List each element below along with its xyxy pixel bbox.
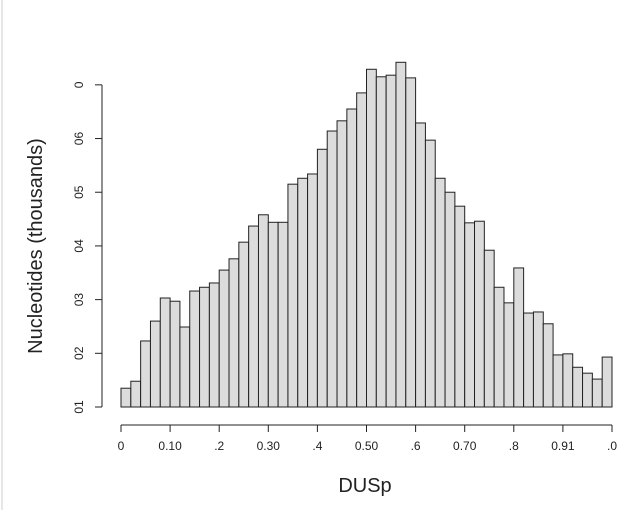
bar	[257, 214, 269, 408]
bar	[346, 108, 358, 408]
x-tick-label: 0.70	[453, 439, 477, 453]
bar	[444, 191, 456, 408]
y-axis-label: Nucleotides (thousands)	[25, 138, 47, 354]
x-axis-label: DUSp	[338, 475, 391, 497]
bar	[199, 286, 210, 408]
bar	[307, 173, 318, 408]
bar	[513, 267, 525, 408]
bar	[277, 221, 289, 408]
bar	[140, 340, 151, 408]
bar	[208, 282, 220, 408]
bar	[366, 68, 377, 408]
x-tick-label: 0.50	[355, 439, 379, 453]
x-tick-label: .2	[214, 439, 224, 453]
bar	[562, 353, 574, 408]
bar	[189, 290, 201, 408]
bar	[474, 220, 485, 408]
x-tick-label: 0.10	[158, 439, 182, 453]
bar	[218, 269, 230, 408]
bar	[120, 387, 132, 408]
x-tick-label: .4	[312, 439, 322, 453]
bar	[130, 380, 142, 408]
bar	[238, 241, 250, 408]
bar	[542, 323, 554, 408]
bar	[532, 311, 544, 408]
bar	[336, 120, 348, 408]
bar	[248, 225, 259, 408]
x-tick-label: .0	[607, 439, 617, 453]
y-tick-label: 03	[72, 293, 86, 307]
bar	[159, 297, 171, 408]
bar	[415, 122, 426, 408]
bar	[572, 366, 584, 408]
bar	[503, 302, 515, 408]
bar	[228, 258, 240, 408]
y-tick-label: 04	[72, 239, 86, 253]
bar	[454, 205, 466, 408]
bar	[297, 177, 309, 408]
bar	[326, 130, 338, 408]
bar	[356, 92, 367, 408]
x-tick-label: .6	[411, 439, 421, 453]
bar	[552, 354, 564, 408]
x-tick-label: .8	[509, 439, 519, 453]
bar	[385, 74, 397, 408]
bar	[523, 312, 534, 408]
bar	[375, 76, 387, 408]
bar	[169, 300, 181, 408]
bar	[434, 177, 446, 408]
bar	[149, 320, 161, 408]
y-tick-label: 0	[72, 81, 86, 88]
x-tick-label: 0.30	[257, 439, 281, 453]
bar	[424, 139, 436, 408]
bar	[582, 372, 593, 408]
bar	[287, 183, 299, 408]
y-tick-label: 01	[72, 400, 86, 414]
bar	[267, 221, 279, 408]
y-tick-label: 06	[72, 132, 86, 146]
bar	[464, 222, 476, 408]
bar	[483, 249, 495, 408]
bar	[395, 61, 407, 408]
bar	[405, 77, 417, 408]
bar	[591, 378, 603, 408]
y-tick-label: 05	[72, 185, 86, 199]
bar	[493, 286, 505, 408]
x-tick-label: 0	[118, 439, 125, 453]
bar	[601, 356, 613, 408]
y-tick-label: 02	[72, 346, 86, 360]
bar	[316, 148, 328, 408]
x-tick-label: 0.91	[551, 439, 575, 453]
bar	[179, 326, 191, 408]
